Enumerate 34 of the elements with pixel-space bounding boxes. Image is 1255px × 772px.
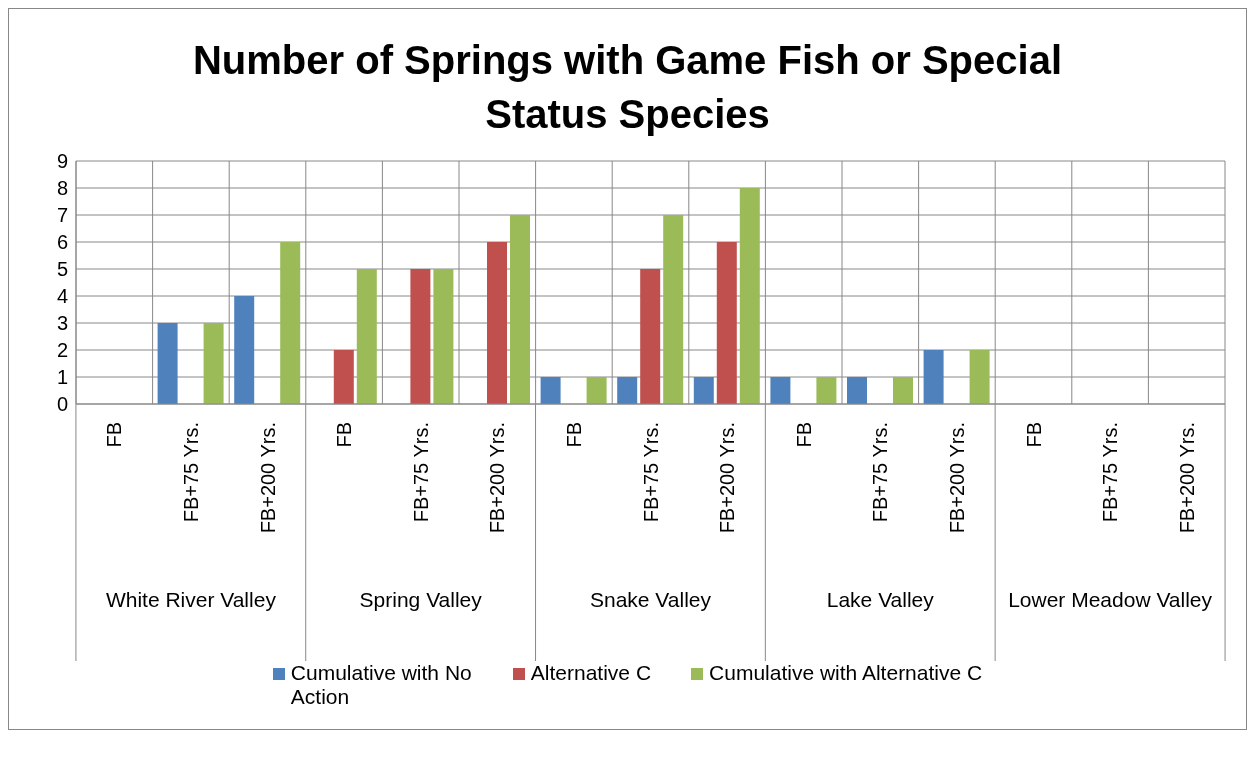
x-tick-label: FB [1022,422,1045,448]
y-tick-label: 4 [56,285,68,308]
x-tick-label: FB [792,422,815,448]
y-tick-label: 8 [56,177,68,200]
y-tick-label: 9 [56,150,68,173]
x-tick-label: FB [562,422,585,448]
y-tick-label: 0 [56,393,68,416]
y-tick-label: 7 [56,204,68,227]
x-tick-label: FB+75 Yrs. [869,422,892,523]
x-tick-label: FB+75 Yrs. [409,422,432,523]
y-tick-label: 5 [56,258,68,281]
x-tick-label: FB+200 Yrs. [716,422,739,534]
chart-title: Number of Springs with Game Fish or Special Status Species [191,37,1063,138]
y-tick-label: 3 [56,312,68,335]
text: White River Valley [104,587,277,613]
y-tick-label: 6 [56,231,68,254]
x-tick-label: FB+75 Yrs. [639,422,662,523]
y-tick-label: 1 [56,366,68,389]
x-tick-label: FB [103,422,126,448]
x-tick-label: FB+200 Yrs. [945,422,968,534]
text: Snake Valley [588,587,712,613]
legend-label: Cumulative with Alternative C [709,661,983,685]
y-tick-label: 2 [56,339,68,362]
text: Lower Meadow Valley [1007,587,1214,613]
x-tick-label: FB+75 Yrs. [1099,422,1122,523]
text: Lake Valley [825,587,935,613]
x-tick-label: FB+200 Yrs. [1175,422,1198,534]
text: Spring Valley [358,587,483,613]
x-tick-label: FB+200 Yrs. [486,422,509,534]
legend-label: Cumulative with No Action [290,661,473,709]
x-tick-label: FB+200 Yrs. [256,422,279,534]
x-tick-label: FB [333,422,356,448]
x-tick-label: FB+75 Yrs. [179,422,202,523]
legend-label: Alternative C [530,661,652,685]
